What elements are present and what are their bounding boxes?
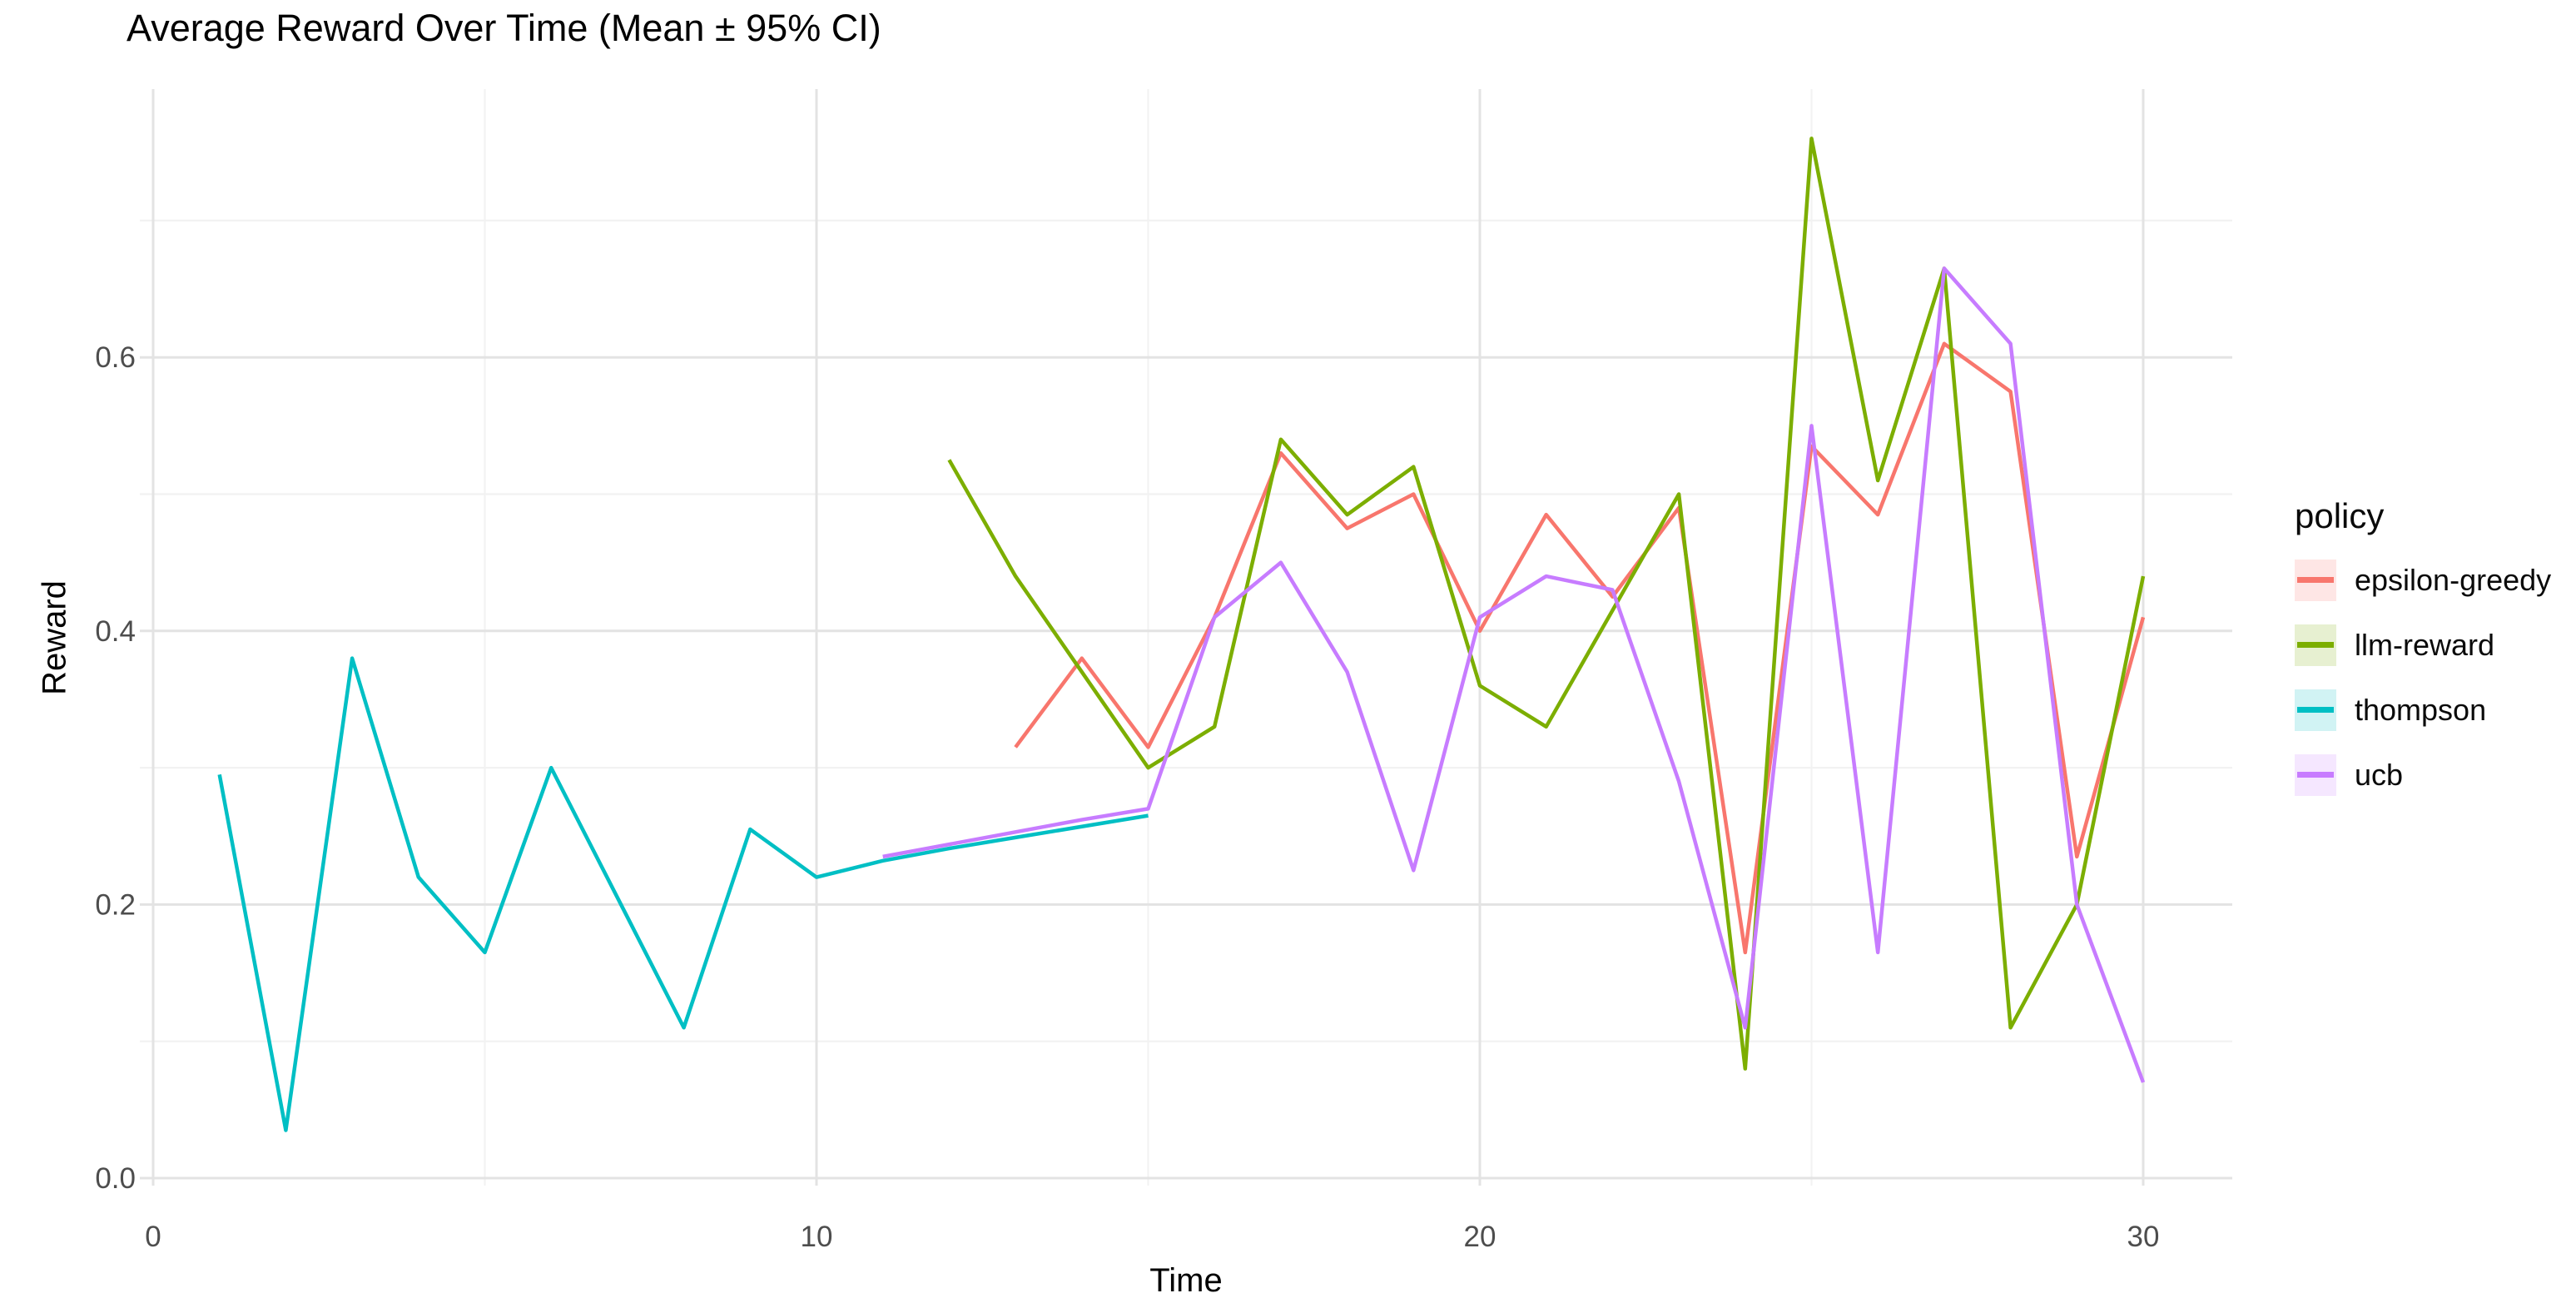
legend-key-thompson — [2295, 689, 2336, 731]
legend: policy epsilon-greedy llm-reward thompson u… — [2295, 496, 2551, 796]
legend-entry-llm-reward: llm-reward — [2295, 624, 2551, 666]
x-tick-label-20: 20 — [1464, 1221, 1496, 1253]
legend-key-line-epsilon-greedy — [2297, 577, 2334, 583]
legend-key-line-ucb — [2297, 772, 2334, 778]
legend-entry-epsilon-greedy: epsilon-greedy — [2295, 560, 2551, 601]
legend-title: policy — [2295, 496, 2385, 535]
legend-label-epsilon-greedy: epsilon-greedy — [2355, 563, 2552, 597]
series-line-thompson — [217, 656, 1149, 1132]
series-line-llm-reward — [947, 137, 2146, 1071]
legend-key-epsilon-greedy — [2295, 560, 2336, 601]
x-tick-label-0: 0 — [145, 1221, 161, 1253]
series-line-epsilon-greedy — [1014, 341, 2146, 955]
legend-entry-thompson: thompson — [2295, 689, 2551, 731]
legend-label-thompson: thompson — [2355, 693, 2487, 727]
legend-key-line-llm-reward — [2297, 642, 2334, 648]
x-tick-label-30: 30 — [2127, 1221, 2160, 1253]
y-tick-label-0.4: 0.4 — [95, 615, 136, 648]
legend-entry-ucb: ucb — [2295, 754, 2551, 796]
legend-key-llm-reward — [2295, 624, 2336, 666]
x-tick-label-10: 10 — [801, 1221, 833, 1253]
x-axis-title: Time — [1149, 1262, 1223, 1299]
legend-key-ucb — [2295, 754, 2336, 796]
legend-key-line-thompson — [2297, 707, 2334, 713]
chart-title: Average Reward Over Time (Mean ± 95% CI) — [127, 7, 881, 49]
legend-label-ucb: ucb — [2355, 758, 2404, 792]
legend-label-llm-reward: llm-reward — [2355, 628, 2495, 662]
y-tick-label-0.6: 0.6 — [95, 341, 136, 374]
series-line-ucb — [882, 266, 2146, 1083]
y-tick-label-0.2: 0.2 — [95, 888, 136, 921]
y-tick-label-0.0: 0.0 — [95, 1162, 136, 1195]
y-axis-title: Reward — [36, 580, 73, 695]
